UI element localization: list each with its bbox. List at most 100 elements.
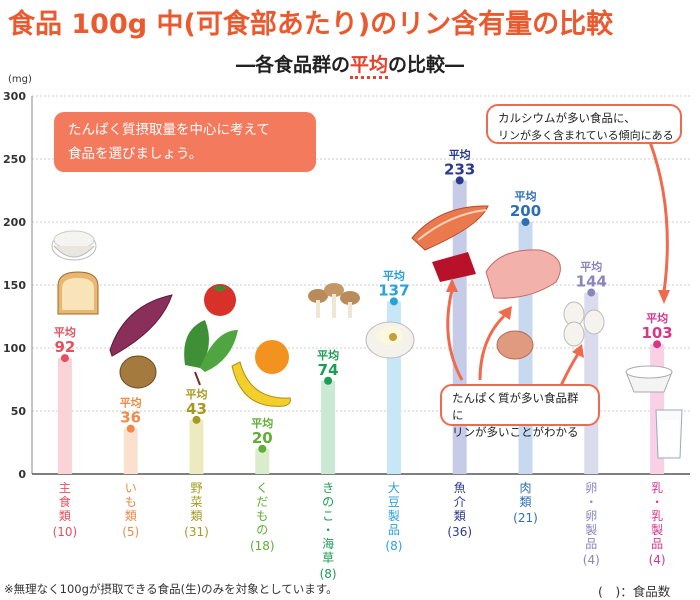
- category-count-label: (8): [385, 539, 402, 553]
- category-count-label: (4): [583, 553, 600, 567]
- arrow-layer: [446, 141, 670, 389]
- y-tick-label: 300: [3, 90, 26, 103]
- calcium-callout: カルシウムが多い食品に、 リンが多く含まれている傾向にある: [486, 104, 682, 144]
- bar-average-marker: [126, 424, 135, 433]
- data-label: 36: [120, 409, 141, 427]
- x-tick-label: 卵・卵製品: [585, 481, 597, 551]
- subtitle-prefix: ―各食品群の: [235, 54, 350, 76]
- data-label: 92: [54, 338, 75, 356]
- data-label: 103: [641, 324, 672, 342]
- protein-callout-line: リンが多いことがわかる: [452, 425, 579, 439]
- yogurt-illustration: [625, 365, 673, 393]
- data-label: 43: [186, 400, 207, 418]
- average-caption: 平均: [317, 348, 339, 362]
- average-caption: 平均: [54, 325, 76, 339]
- x-tick-label: 大豆製品: [388, 481, 400, 537]
- bar: [123, 428, 138, 474]
- tomato-illustration: [204, 284, 236, 316]
- footnote: ※無理なく100gが摂取できる食品(生)のみを対象としています。: [4, 582, 338, 596]
- spinach-illustration: [184, 320, 238, 386]
- subtitle-highlight: 平均: [349, 54, 388, 79]
- protein-callout: たんぱく質が多い食品群に リンが多いことがわかる: [440, 384, 600, 439]
- category-count-label: (31): [184, 525, 209, 539]
- data-label: 137: [378, 281, 409, 299]
- bread-illustration: [57, 271, 99, 315]
- data-label: 200: [510, 202, 541, 220]
- tuna-illustration: [432, 252, 476, 282]
- protein-arrow-to-fish: [446, 289, 464, 381]
- banana-illustration: [231, 361, 291, 407]
- minced-meat-illustration: [496, 330, 534, 360]
- category-count-label: (36): [447, 525, 472, 539]
- x-tick-label: くだもの: [256, 481, 268, 537]
- protein-callout-line: たんぱく質が多い食品群に: [452, 391, 579, 422]
- rice-bowl-illustration: [51, 230, 97, 261]
- x-tick-label: 乳・乳製品: [651, 481, 663, 551]
- bar-average-marker: [324, 376, 333, 385]
- y-tick-label: 0: [18, 468, 26, 481]
- salmon-illustration: [411, 205, 489, 251]
- sweet-potato-illustration: [109, 294, 173, 357]
- bar-average-marker: [521, 218, 530, 226]
- bar-average-marker: [389, 297, 398, 306]
- arrowhead-icon: [446, 278, 458, 292]
- y-tick-label: 250: [3, 153, 26, 166]
- x-tick-label: 主食類: [59, 481, 71, 523]
- data-label: 144: [576, 273, 607, 291]
- category-count-label: (10): [53, 525, 78, 539]
- average-caption: 平均: [449, 147, 471, 161]
- y-tick-label: 150: [3, 279, 26, 292]
- y-axis-unit-label: (mg): [8, 74, 32, 85]
- calcium-callout-line: リンが多く含まれている傾向にある: [498, 129, 674, 142]
- mushroom-illustration: [308, 283, 360, 318]
- calcium-callout-line: カルシウムが多い食品に、: [498, 111, 636, 125]
- advice-note: たんぱく質摂取量を中心に考えて 食品を選びましょう。: [54, 112, 316, 172]
- protein-arrow-to-meat: [478, 314, 506, 381]
- x-tick-label: 魚介類: [454, 481, 466, 523]
- advice-note-line: たんぱく質摂取量を中心に考えて: [68, 122, 270, 138]
- potato-illustration: [119, 355, 157, 389]
- average-caption: 平均: [383, 268, 405, 282]
- chart-title: 食品 100g 中(可食部あたり)のリン含有量の比較: [8, 9, 614, 40]
- bar-average-marker: [258, 444, 267, 453]
- category-count-label: (8): [320, 567, 337, 581]
- category-count-label: (4): [649, 553, 666, 567]
- tofu-bowl-illustration: [365, 321, 415, 359]
- advice-note-line: 食品を選びましょう。: [68, 146, 203, 162]
- protein-arrow-to-egg: [558, 353, 580, 389]
- bar-average-marker: [60, 354, 69, 363]
- x-tick-label: きのこ・海草: [322, 481, 334, 565]
- bar-average-marker: [192, 415, 201, 424]
- food-illustrations: [51, 205, 683, 459]
- chart-subtitle: ―各食品群の平均の比較―: [0, 50, 700, 79]
- bar-average-marker: [455, 176, 464, 185]
- bar: [321, 380, 336, 474]
- average-caption: 平均: [251, 416, 273, 430]
- average-caption: 平均: [515, 189, 537, 203]
- count-legend-note: ( )：食品数: [598, 584, 671, 599]
- bar: [584, 292, 599, 474]
- y-tick-label: 50: [11, 405, 27, 418]
- arrowhead-icon: [658, 290, 670, 304]
- x-tick-label: 肉類: [519, 481, 531, 509]
- category-count-label: (5): [122, 525, 139, 539]
- label-layer: (mg)050100150200250300平均92主食類(10)平均36いも類…: [3, 74, 673, 581]
- pork-illustration: [485, 249, 561, 299]
- average-caption: 平均: [186, 387, 208, 401]
- average-caption: 平均: [646, 311, 668, 325]
- bar-average-marker: [653, 340, 662, 349]
- x-tick-label: いも類: [125, 481, 137, 523]
- y-tick-label: 100: [3, 342, 26, 355]
- arrowhead-icon: [572, 344, 584, 358]
- y-tick-label: 200: [3, 216, 26, 229]
- bar-average-marker: [587, 288, 596, 297]
- average-caption: 平均: [120, 396, 142, 410]
- category-count-label: (21): [513, 511, 538, 525]
- milk-glass-illustration: [655, 409, 683, 459]
- x-tick-label: 野菜類: [190, 481, 202, 523]
- arrowhead-icon: [498, 306, 512, 320]
- data-label: 233: [444, 160, 475, 178]
- bar: [57, 358, 72, 474]
